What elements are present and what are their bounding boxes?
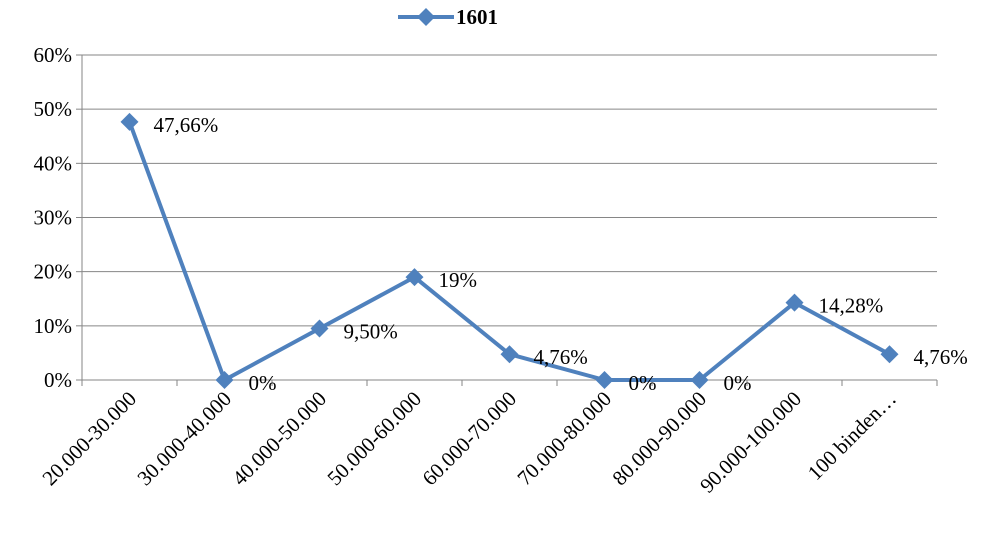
- legend-marker: [417, 8, 435, 26]
- series-line: [127, 121, 891, 382]
- x-tick-label: 90.000-100.000: [695, 387, 806, 498]
- x-tick-label: 60.000-70.000: [417, 387, 521, 491]
- gridlines: [82, 54, 937, 327]
- y-axis-tick-labels: 0% 10% 20% 30% 40% 50% 60%: [34, 43, 73, 392]
- data-point-marker: [595, 371, 614, 389]
- data-label: 0%: [629, 371, 657, 395]
- data-point-marker: [500, 345, 519, 364]
- x-tick-label: 100 binden…: [803, 387, 901, 485]
- y-tick-label: 10%: [34, 314, 73, 338]
- legend-label: 1601: [456, 5, 498, 29]
- data-label: 19%: [439, 268, 478, 292]
- series-1601: [120, 112, 899, 389]
- data-point-marker: [405, 268, 424, 287]
- x-axis-tick-labels: 20.000-30.00030.000-40.00040.000-50.0005…: [37, 387, 901, 498]
- data-label: 0%: [249, 371, 277, 395]
- y-tick-label: 40%: [34, 151, 73, 175]
- axes: [76, 54, 938, 386]
- data-label: 4,76%: [534, 345, 588, 369]
- legend: 1601: [398, 5, 498, 29]
- data-label: 47,66%: [154, 113, 219, 137]
- data-label: 14,28%: [819, 294, 884, 318]
- data-label: 4,76%: [914, 345, 968, 369]
- data-point-marker: [120, 112, 139, 131]
- x-tick-label: 80.000-90.000: [607, 387, 711, 491]
- data-point-marker: [880, 345, 899, 364]
- data-point-marker: [690, 371, 709, 389]
- data-labels: 47,66% 0% 9,50% 19% 4,76% 0% 0% 14,28% 4,76%: [154, 113, 968, 395]
- data-point-marker: [310, 319, 329, 338]
- data-point-marker: [215, 371, 234, 389]
- x-tick-label: 30.000-40.000: [132, 387, 236, 491]
- data-label: 9,50%: [344, 320, 398, 344]
- y-tick-label: 50%: [34, 97, 73, 121]
- x-tick-label: 50.000-60.000: [322, 387, 426, 491]
- x-tick-label: 70.000-80.000: [512, 387, 616, 491]
- x-tick-label: 20.000-30.000: [37, 387, 141, 491]
- y-tick-label: 30%: [34, 206, 73, 230]
- y-tick-label: 60%: [34, 43, 73, 67]
- y-tick-label: 0%: [44, 368, 72, 392]
- data-point-marker: [785, 293, 804, 312]
- y-tick-label: 20%: [34, 260, 73, 284]
- x-tick-label: 40.000-50.000: [227, 387, 331, 491]
- data-label: 0%: [724, 371, 752, 395]
